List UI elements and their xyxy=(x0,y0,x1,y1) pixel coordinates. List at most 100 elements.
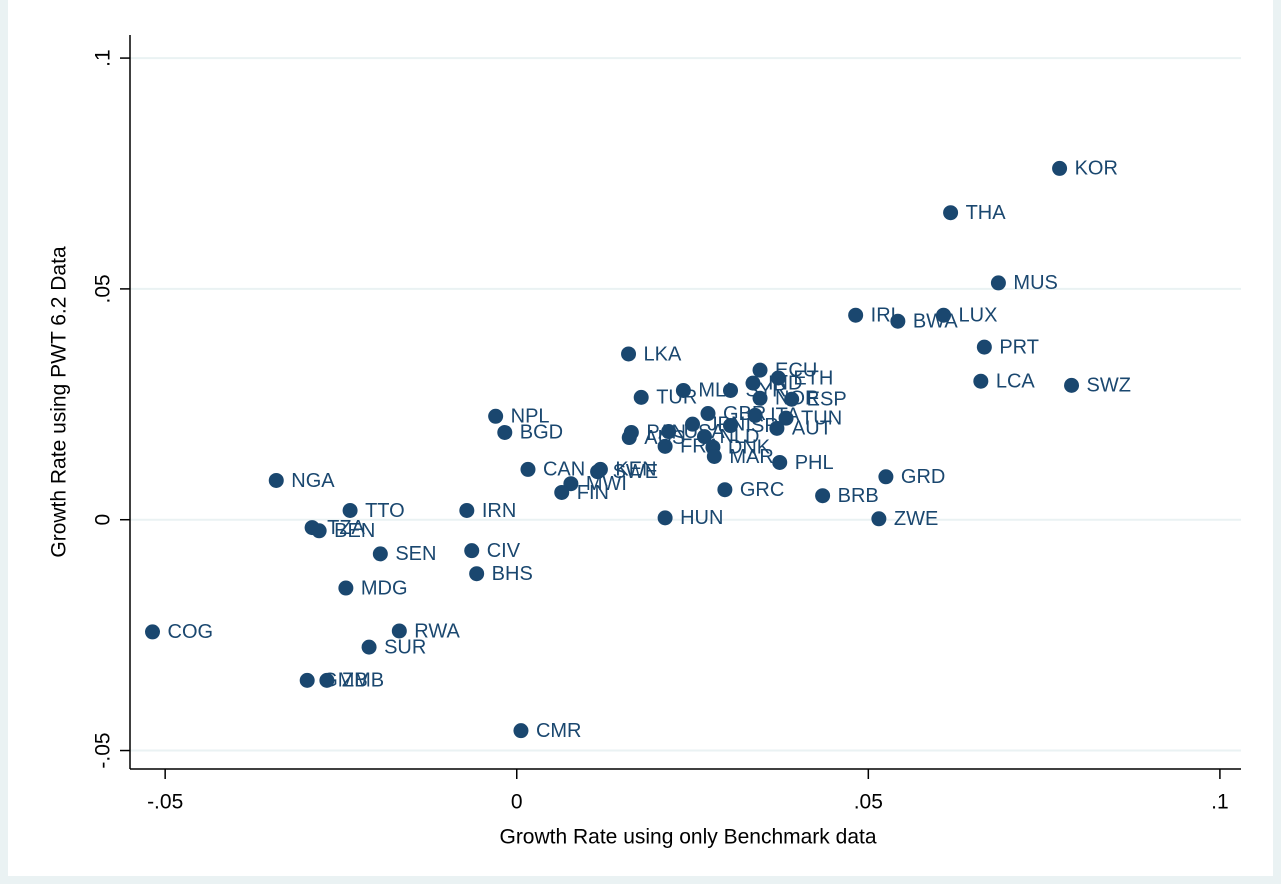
point-label: KEN xyxy=(615,459,656,481)
point-label: MAR xyxy=(729,446,773,468)
point-label: ZMB xyxy=(342,670,384,692)
point xyxy=(488,408,504,424)
point xyxy=(778,410,794,426)
point xyxy=(770,370,786,386)
y-tick-label: -.05 xyxy=(92,732,115,768)
point xyxy=(391,623,407,639)
point-label: SUR xyxy=(384,636,426,658)
point xyxy=(815,488,831,504)
point xyxy=(459,502,475,518)
point xyxy=(590,464,606,480)
point xyxy=(871,511,887,527)
point-label: GMB xyxy=(322,670,368,692)
point-label: MWI xyxy=(586,473,627,495)
point-label: CIV xyxy=(487,540,521,562)
point-label: MLI xyxy=(698,380,731,402)
point-label: IRN xyxy=(482,500,516,522)
point-label: LKA xyxy=(644,343,682,365)
point-label: ETH xyxy=(793,367,833,389)
point xyxy=(990,275,1006,291)
point xyxy=(621,346,637,362)
point xyxy=(752,362,768,378)
point xyxy=(706,448,722,464)
x-tick-label: .05 xyxy=(854,791,883,814)
point-label: THA xyxy=(966,202,1007,224)
y-tick-label: .05 xyxy=(92,274,115,303)
point xyxy=(1052,160,1068,176)
point xyxy=(497,424,513,440)
point xyxy=(769,420,785,436)
point-label: COG xyxy=(168,621,214,643)
point xyxy=(657,438,673,454)
point xyxy=(723,418,739,434)
point-label: GRD xyxy=(901,466,945,488)
point xyxy=(700,406,716,422)
point xyxy=(299,672,315,688)
point-label: RWA xyxy=(414,620,460,642)
point-label: TUN xyxy=(801,407,842,429)
x-tick-label: .1 xyxy=(1211,791,1229,814)
point-label: FIN xyxy=(577,482,609,504)
point-label: BHS xyxy=(492,563,533,585)
point xyxy=(311,523,327,539)
point xyxy=(675,382,691,398)
point xyxy=(469,566,485,582)
point-label: ZWE xyxy=(894,508,938,530)
point-label: HUN xyxy=(680,507,723,529)
x-tick-label: 0 xyxy=(511,791,523,814)
point-label: IND xyxy=(768,372,802,394)
point-label: DNK xyxy=(728,437,771,459)
point-label: CAN xyxy=(543,459,585,481)
point xyxy=(747,407,763,423)
point xyxy=(361,639,377,655)
point xyxy=(319,672,335,688)
point-label: CMR xyxy=(536,720,582,742)
point xyxy=(936,307,952,323)
point xyxy=(520,461,536,477)
graph-region xyxy=(8,0,1273,876)
point xyxy=(554,484,570,500)
point xyxy=(752,390,768,406)
point-label: NPL xyxy=(511,406,550,428)
point-label: SWE xyxy=(613,461,659,483)
point-label: PRT xyxy=(999,336,1039,358)
point xyxy=(943,205,959,221)
point xyxy=(976,339,992,355)
y-axis-title: Growth Rate using PWT 6.2 Data xyxy=(48,246,71,558)
point xyxy=(338,580,354,596)
point-label: BGD xyxy=(520,422,563,444)
point xyxy=(890,313,906,329)
point-label: GRC xyxy=(740,479,784,501)
point xyxy=(723,382,739,398)
point xyxy=(717,482,733,498)
point-label: BEN xyxy=(334,520,375,542)
point-label: ECU xyxy=(775,359,817,381)
point-label: KOR xyxy=(1075,158,1118,180)
point-label: BRB xyxy=(838,485,879,507)
point-label: LUX xyxy=(959,304,998,326)
point-label: AUT xyxy=(792,418,832,440)
point xyxy=(342,502,358,518)
point xyxy=(784,391,800,407)
y-tick-label: .1 xyxy=(92,49,115,67)
point xyxy=(633,389,649,405)
point xyxy=(685,416,701,432)
point xyxy=(621,430,637,446)
x-tick-label: -.05 xyxy=(147,791,183,814)
point xyxy=(696,429,712,445)
point-label: TZA xyxy=(327,517,365,539)
point xyxy=(1064,377,1080,393)
point xyxy=(268,472,284,488)
point xyxy=(372,546,388,562)
point xyxy=(848,307,864,323)
point-label: MUS xyxy=(1013,272,1057,294)
point xyxy=(513,723,529,739)
point xyxy=(464,543,480,559)
point-label: SWZ xyxy=(1087,375,1131,397)
point-label: NGA xyxy=(291,470,335,492)
point xyxy=(878,469,894,485)
y-tick-label: 0 xyxy=(92,514,115,526)
point xyxy=(657,510,673,526)
point-label: TTO xyxy=(365,500,405,522)
